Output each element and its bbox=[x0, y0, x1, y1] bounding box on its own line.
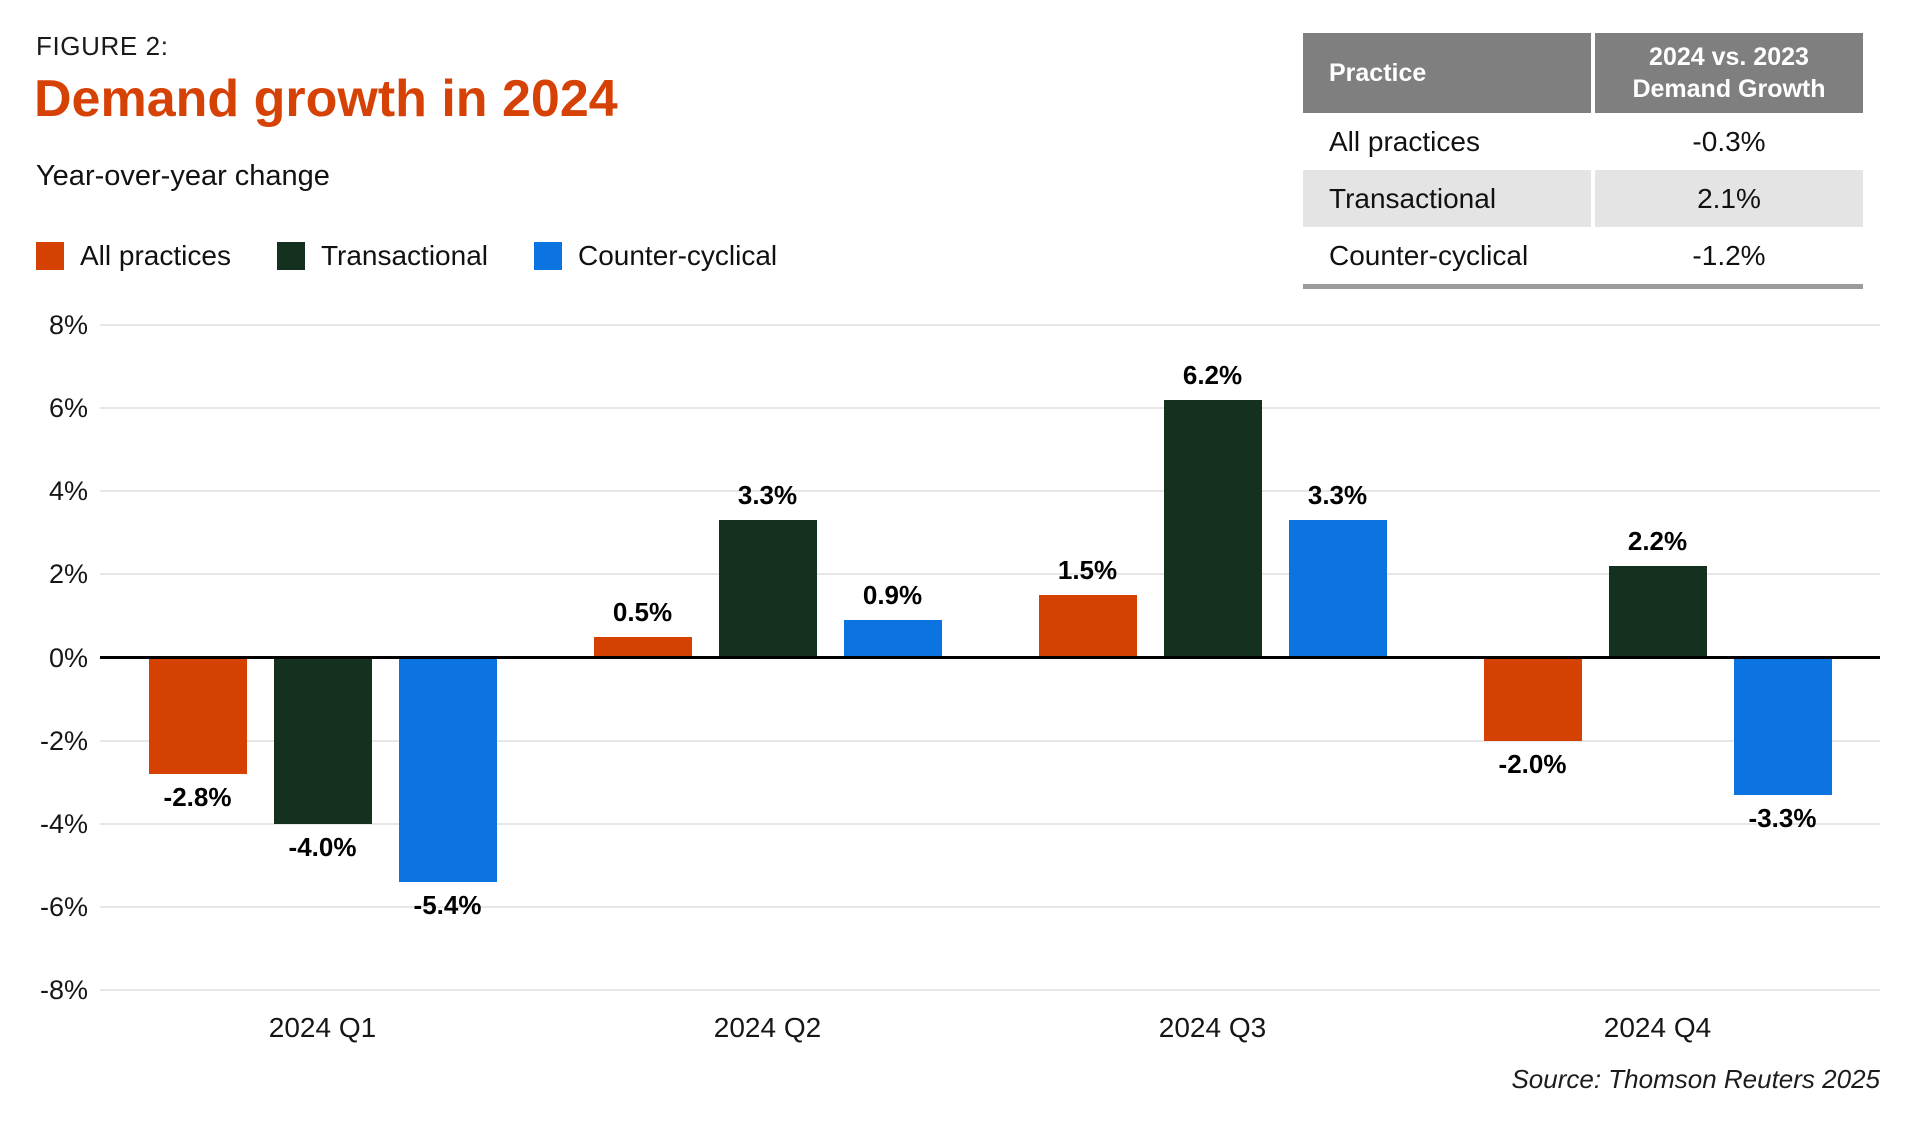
bar-2024-Q1-Transactional bbox=[273, 657, 372, 824]
table-row-all-practices-value: -0.3% bbox=[1595, 113, 1863, 170]
bar-value-label: 2.2% bbox=[1627, 526, 1688, 557]
zero-axis-line bbox=[100, 656, 1880, 659]
bar-value-label: 1.5% bbox=[1057, 555, 1118, 586]
bar-2024-Q4-All-practices bbox=[1483, 657, 1582, 741]
legend-swatch-transactional-icon bbox=[276, 242, 305, 270]
summary-table-header-growth-line1: 2024 vs. 2023 bbox=[1649, 42, 1809, 71]
bar-2024-Q2-All-practices bbox=[593, 636, 692, 658]
figure-title: Demand growth in 2024 bbox=[34, 70, 618, 128]
y-axis-tick-4%: 4% bbox=[48, 476, 88, 507]
summary-table-header-growth: 2024 vs. 2023 Demand Growth bbox=[1595, 33, 1863, 113]
bar-2024-Q3-Transactional bbox=[1163, 399, 1262, 658]
summary-table-grid: Practice 2024 vs. 2023 Demand Growth All… bbox=[1303, 33, 1863, 284]
bar-2024-Q1-Counter-cyclical bbox=[398, 657, 497, 882]
legend-label-counter-cyclical: Counter-cyclical bbox=[577, 240, 778, 271]
gridline-6% bbox=[100, 407, 1880, 410]
y-axis-tick--8%: -8% bbox=[39, 975, 88, 1005]
gridline--6% bbox=[100, 905, 1880, 908]
table-row-transactional-value: 2.1% bbox=[1595, 170, 1863, 227]
y-axis-tick-8%: 8% bbox=[48, 310, 88, 340]
table-row-all-practices-label: All practices bbox=[1303, 113, 1591, 170]
gridline--8% bbox=[100, 989, 1880, 991]
x-axis-labels: 2024 Q1 2024 Q2 2024 Q3 2024 Q4 bbox=[0, 1012, 1920, 1052]
source-attribution: Source: Thomson Reuters 2025 bbox=[1511, 1064, 1880, 1094]
y-axis-tick-2%: 2% bbox=[48, 559, 88, 590]
x-axis-tick-2024-Q2: 2024 Q2 bbox=[713, 1012, 822, 1043]
y-axis-tick--6%: -6% bbox=[39, 891, 88, 922]
table-row-counter-cyclical-value: -1.2% bbox=[1595, 227, 1863, 284]
x-axis-tick-2024-Q3: 2024 Q3 bbox=[1158, 1012, 1267, 1043]
figure-subtitle: Year-over-year change bbox=[36, 160, 330, 192]
legend-item-counter-cyclical: Counter-cyclical bbox=[533, 240, 778, 272]
bar-chart-plot-area: -2.8% -4.0% -5.4% 0.5% 3.3% 0.9% 1.5% 6.2% 3.3% -… bbox=[100, 324, 1880, 991]
bar-value-label: 0.5% bbox=[612, 596, 673, 627]
y-axis-tick--2%: -2% bbox=[39, 725, 88, 756]
bar-2024-Q3-Counter-cyclical bbox=[1288, 520, 1387, 658]
x-axis-tick-2024-Q1: 2024 Q1 bbox=[268, 1012, 377, 1043]
bar-value-label: 0.9% bbox=[862, 580, 923, 611]
gridline-2% bbox=[100, 573, 1880, 576]
y-axis-labels: 8% 6% 4% 2% 0% -2% -4% -6% -8% bbox=[0, 310, 88, 1005]
legend-item-transactional: Transactional bbox=[276, 240, 488, 272]
figure-number-label: FIGURE 2: bbox=[36, 31, 169, 61]
legend-label-transactional: Transactional bbox=[320, 240, 488, 271]
legend-swatch-counter-cyclical-icon bbox=[533, 242, 562, 270]
summary-table: Practice 2024 vs. 2023 Demand Growth All… bbox=[1303, 33, 1863, 289]
y-axis-tick-0%: 0% bbox=[48, 642, 88, 673]
bar-2024-Q1-All-practices bbox=[148, 657, 247, 774]
gridline--2% bbox=[100, 739, 1880, 742]
bar-2024-Q4-Transactional bbox=[1608, 566, 1707, 658]
bar-value-label: -4.0% bbox=[288, 831, 357, 862]
y-axis-tick-6%: 6% bbox=[48, 393, 88, 424]
bar-2024-Q2-Transactional bbox=[718, 520, 817, 658]
table-row-transactional-label: Transactional bbox=[1303, 170, 1591, 227]
bar-2024-Q2-Counter-cyclical bbox=[843, 620, 942, 658]
summary-table-header-growth-line2: Demand Growth bbox=[1632, 75, 1826, 103]
y-axis-tick--4%: -4% bbox=[39, 808, 88, 839]
bar-value-label: 3.3% bbox=[1307, 480, 1368, 511]
bar-value-label: -5.4% bbox=[413, 889, 482, 920]
bar-value-label: -2.8% bbox=[163, 781, 232, 812]
summary-table-header-practice: Practice bbox=[1303, 33, 1591, 113]
legend-item-all-practices: All practices bbox=[36, 240, 231, 272]
bar-value-label: 3.3% bbox=[737, 480, 798, 511]
bar-value-label: 6.2% bbox=[1182, 359, 1243, 390]
bar-value-label: -2.0% bbox=[1498, 748, 1567, 779]
legend-label-all-practices: All practices bbox=[80, 240, 231, 271]
summary-table-bottom-border bbox=[1303, 284, 1863, 289]
chart-legend: All practices Transactional Counter-cycl… bbox=[36, 240, 777, 272]
x-axis-tick-2024-Q4: 2024 Q4 bbox=[1603, 1012, 1712, 1043]
gridline-8% bbox=[100, 324, 1880, 326]
table-row-counter-cyclical-label: Counter-cyclical bbox=[1303, 227, 1591, 284]
gridline-4% bbox=[100, 490, 1880, 493]
gridline--4% bbox=[100, 822, 1880, 825]
bar-2024-Q3-All-practices bbox=[1038, 595, 1137, 658]
legend-swatch-all-practices-icon bbox=[36, 242, 64, 270]
bar-value-label: -3.3% bbox=[1748, 802, 1817, 833]
bar-2024-Q4-Counter-cyclical bbox=[1733, 657, 1832, 795]
